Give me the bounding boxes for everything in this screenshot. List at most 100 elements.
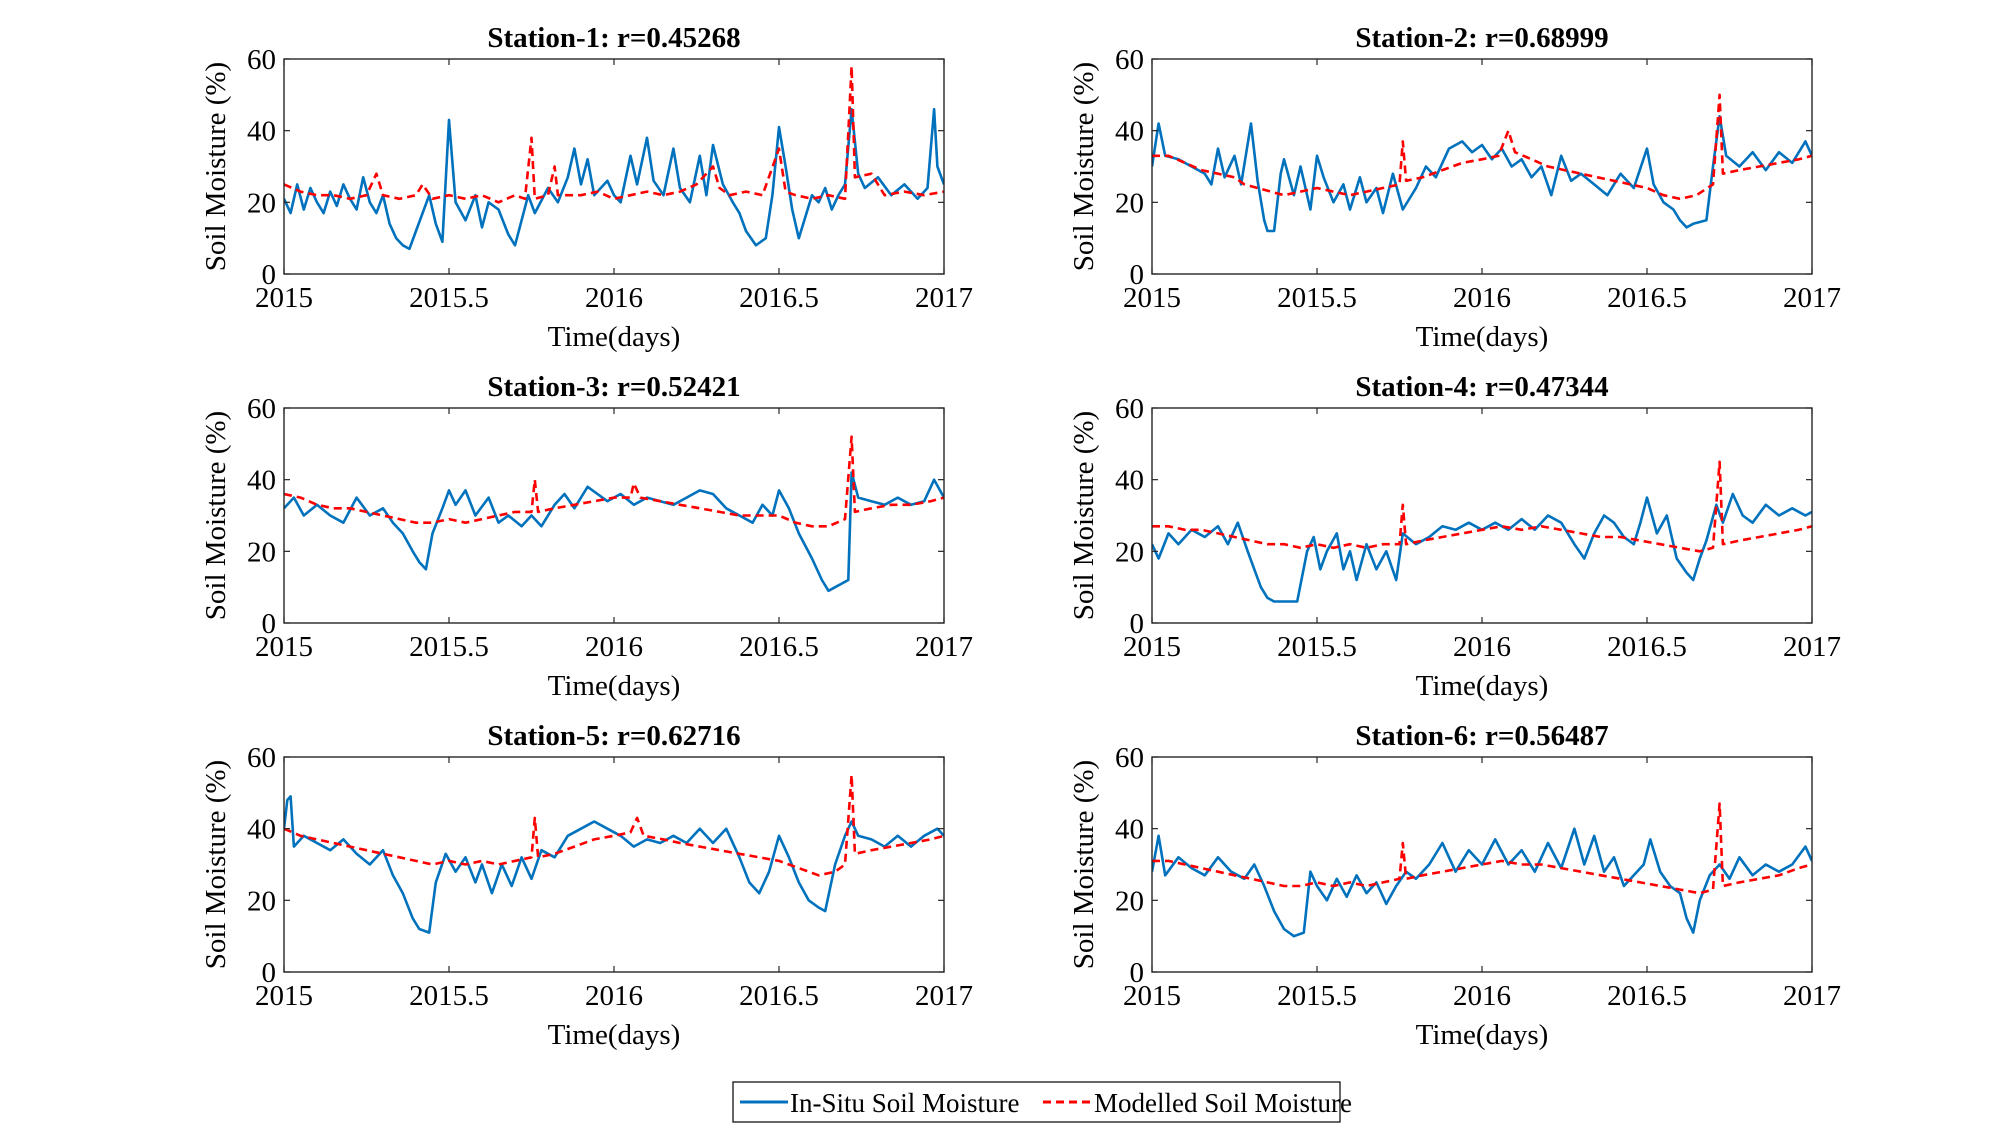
legend-modelled-label: Modelled Soil Moisture [1094, 1088, 1352, 1118]
x-tick-label: 2016 [1453, 631, 1511, 663]
modelled-line [284, 773, 944, 877]
y-tick-label: 40 [247, 814, 276, 846]
modelled-line [1152, 460, 1812, 553]
x-axis-label: Time(days) [1416, 1019, 1549, 1051]
y-tick-label: 20 [1115, 885, 1144, 917]
x-tick-label: 2016 [585, 631, 643, 663]
x-tick-label: 2015.5 [1277, 980, 1357, 1012]
station-panel-5: 2015 2015.5 2016 2016.5 2017 0 20 40 60 Station-5… [200, 720, 973, 1051]
x-tick-label: 2017 [1783, 980, 1841, 1012]
insitu-line [1152, 115, 1812, 233]
modelled-line [284, 435, 944, 528]
plot-area [284, 59, 944, 274]
modelled-line [1152, 93, 1812, 201]
panel-title: Station-4: r=0.47344 [1355, 371, 1608, 403]
x-tick-label: 2016.5 [739, 631, 819, 663]
x-tick-label: 2015 [1123, 631, 1181, 663]
plot-lines [1152, 460, 1812, 603]
legend-insitu-label: In-Situ Soil Moisture [790, 1088, 1020, 1118]
y-tick-label: 0 [262, 957, 277, 989]
y-tick-label: 60 [1115, 393, 1144, 425]
plot-lines [1152, 93, 1812, 233]
x-tick-label: 2017 [915, 980, 973, 1012]
x-tick-label: 2017 [915, 282, 973, 314]
y-tick-label: 40 [1115, 465, 1144, 497]
y-tick-label: 20 [247, 885, 276, 917]
x-tick-label: 2015.5 [409, 980, 489, 1012]
x-tick-label: 2016 [585, 282, 643, 314]
panel-title: Station-3: r=0.52421 [487, 371, 740, 403]
y-tick-label: 40 [247, 465, 276, 497]
x-axis-label: Time(days) [548, 321, 681, 353]
x-tick-label: 2015 [255, 980, 313, 1012]
x-tick-label: 2016.5 [1607, 980, 1687, 1012]
x-axis-label: Time(days) [548, 1019, 681, 1051]
y-tick-label: 60 [247, 393, 276, 425]
x-tick-label: 2017 [1783, 282, 1841, 314]
y-axis-label: Soil Moisture (%) [200, 760, 232, 969]
y-tick-label: 60 [247, 742, 276, 774]
plot-lines [284, 64, 944, 251]
panel-title: Station-6: r=0.56487 [1355, 720, 1608, 752]
y-tick-label: 20 [247, 187, 276, 219]
y-tick-label: 40 [247, 116, 276, 148]
y-tick-label: 60 [1115, 742, 1144, 774]
station-panel-3: 2015 2015.5 2016 2016.5 2017 0 20 40 60 Station-3… [200, 371, 973, 702]
y-tick-label: 0 [262, 608, 277, 640]
x-tick-label: 2015 [255, 631, 313, 663]
x-axis-label: Time(days) [1416, 670, 1549, 702]
x-axis-label: Time(days) [1416, 321, 1549, 353]
panel-title: Station-2: r=0.68999 [1355, 22, 1608, 54]
x-axis-label: Time(days) [548, 670, 681, 702]
y-axis-label: Soil Moisture (%) [1068, 62, 1100, 271]
modelled-line [284, 64, 944, 204]
y-tick-label: 0 [1130, 957, 1145, 989]
legend-box [732, 1081, 1341, 1123]
plot-lines [284, 435, 944, 593]
plot-area [284, 757, 944, 972]
plot-lines [284, 773, 944, 934]
y-axis-label: Soil Moisture (%) [200, 62, 232, 271]
legend: In-Situ Soil Moisture Modelled Soil Mois… [732, 1081, 1352, 1123]
plot-area [1152, 59, 1812, 274]
station-panel-1: 2015 2015.5 2016 2016.5 2017 0 20 40 60 Station-1… [200, 22, 973, 353]
station-panel-6: 2015 2015.5 2016 2016.5 2017 0 20 40 60 Station-6… [1068, 720, 1841, 1051]
x-tick-label: 2015.5 [409, 282, 489, 314]
station-panel-2: 2015 2015.5 2016 2016.5 2017 0 20 40 60 Station-2… [1068, 22, 1841, 353]
x-tick-label: 2017 [1783, 631, 1841, 663]
panel-title: Station-5: r=0.62716 [487, 720, 740, 752]
insitu-line [284, 107, 944, 251]
x-tick-label: 2016 [585, 980, 643, 1012]
insitu-line [1152, 827, 1812, 938]
x-tick-label: 2016.5 [739, 282, 819, 314]
x-tick-label: 2015 [1123, 980, 1181, 1012]
y-tick-label: 40 [1115, 814, 1144, 846]
y-tick-label: 60 [1115, 44, 1144, 76]
y-tick-label: 20 [1115, 536, 1144, 568]
x-tick-label: 2017 [915, 631, 973, 663]
panel-grid: 2015 2015.5 2016 2016.5 2017 0 20 40 60 Station-1… [200, 22, 1841, 1051]
x-tick-label: 2016 [1453, 980, 1511, 1012]
x-tick-label: 2015.5 [1277, 631, 1357, 663]
y-axis-label: Soil Moisture (%) [200, 411, 232, 620]
y-tick-label: 0 [1130, 608, 1145, 640]
x-tick-label: 2015.5 [409, 631, 489, 663]
x-tick-label: 2016 [1453, 282, 1511, 314]
y-tick-label: 20 [247, 536, 276, 568]
x-tick-label: 2016.5 [1607, 282, 1687, 314]
insitu-line [1152, 492, 1812, 603]
y-tick-label: 60 [247, 44, 276, 76]
x-tick-label: 2016.5 [739, 980, 819, 1012]
x-tick-label: 2015 [1123, 282, 1181, 314]
panel-title: Station-1: r=0.45268 [487, 22, 740, 54]
y-tick-label: 40 [1115, 116, 1144, 148]
x-tick-label: 2015.5 [1277, 282, 1357, 314]
y-tick-label: 20 [1115, 187, 1144, 219]
insitu-line [284, 471, 944, 593]
y-tick-label: 0 [1130, 259, 1145, 291]
y-axis-label: Soil Moisture (%) [1068, 411, 1100, 620]
station-panel-4: 2015 2015.5 2016 2016.5 2017 0 20 40 60 Station-4… [1068, 371, 1841, 702]
y-axis-label: Soil Moisture (%) [1068, 760, 1100, 969]
x-tick-label: 2015 [255, 282, 313, 314]
